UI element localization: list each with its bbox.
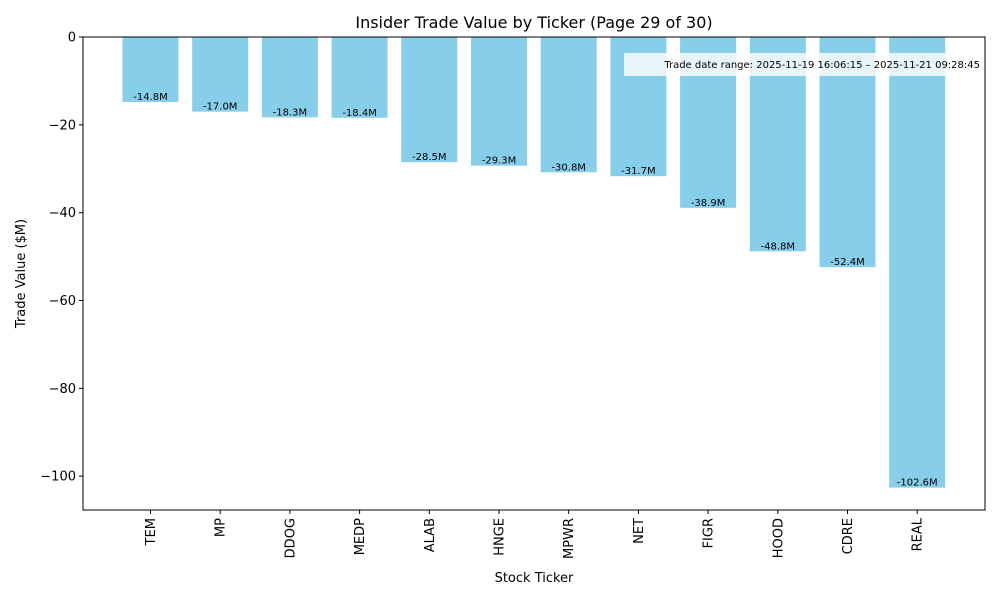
date-range-annotation: Trade date range: 2025-11-19 16:06:15 – …: [624, 53, 984, 76]
x-tick-label-net: NET: [632, 518, 647, 544]
bar-tem: [122, 37, 179, 102]
x-tick-label-ddog: DDOG: [283, 518, 298, 558]
y-tick-label: −100: [40, 470, 76, 485]
x-tick-label-hood: HOOD: [771, 518, 786, 558]
annotation-text: Trade date range: 2025-11-19 16:06:15 – …: [663, 60, 980, 71]
y-tick-label: −60: [49, 294, 76, 309]
chart-title: Insider Trade Value by Ticker (Page 29 o…: [355, 13, 712, 32]
bar-medp: [331, 37, 388, 118]
annotation-box: [624, 53, 984, 76]
bar-value-label: -17.0M: [203, 102, 238, 113]
y-tick-label: −80: [49, 382, 76, 397]
plot-frame: [82, 36, 986, 511]
bar-value-label: -30.8M: [551, 162, 586, 173]
bar-mp: [192, 37, 249, 112]
bar-ddog: [261, 37, 318, 118]
y-tick-label: −20: [49, 118, 76, 133]
bars-layer: [122, 37, 946, 488]
y-axis-label: Trade Value ($M): [14, 219, 29, 329]
bar-value-label: -102.6M: [897, 478, 938, 489]
bar-value-label: -29.3M: [482, 156, 517, 167]
bar-alab: [401, 37, 458, 163]
bar-mpwr: [540, 37, 597, 173]
bar-labels-layer: -14.8M -17.0M -18.3M -18.4M -28.5M -29.3M -30.…: [133, 92, 937, 489]
bar-value-label: -38.9M: [691, 198, 726, 209]
bar-value-label: -14.8M: [133, 92, 168, 103]
bar-value-label: -18.4M: [342, 108, 377, 119]
x-axis: TEM MP DDOG MEDP ALAB HNGE MPWR NET FIGR HOOD CDRE…: [144, 510, 926, 559]
x-tick-label-figr: FIGR: [702, 518, 717, 548]
bar-real: [889, 37, 946, 488]
bar-value-label: -28.5M: [412, 152, 447, 163]
y-tick-label: 0: [68, 31, 76, 46]
x-tick-label-hnge: HNGE: [493, 518, 508, 556]
x-tick-label-alab: ALAB: [423, 518, 438, 552]
x-tick-label-tem: TEM: [144, 518, 159, 546]
bar-value-label: -48.8M: [761, 241, 796, 252]
x-tick-label-cdre: CDRE: [841, 518, 856, 554]
x-axis-label: Stock Ticker: [495, 571, 574, 586]
x-tick-label-medp: MEDP: [353, 518, 368, 555]
y-tick-label: −40: [49, 206, 76, 221]
bar-value-label: -31.7M: [621, 166, 656, 177]
x-tick-label-real: REAL: [911, 517, 926, 551]
bar-value-label: -18.3M: [273, 107, 308, 118]
bar-value-label: -52.4M: [830, 257, 865, 268]
bar-hnge: [471, 37, 527, 166]
x-tick-label-mpwr: MPWR: [562, 518, 577, 559]
x-tick-label-mp: MP: [214, 518, 229, 537]
y-axis: 0 −20 −40 −60 −80 −100: [40, 31, 83, 485]
